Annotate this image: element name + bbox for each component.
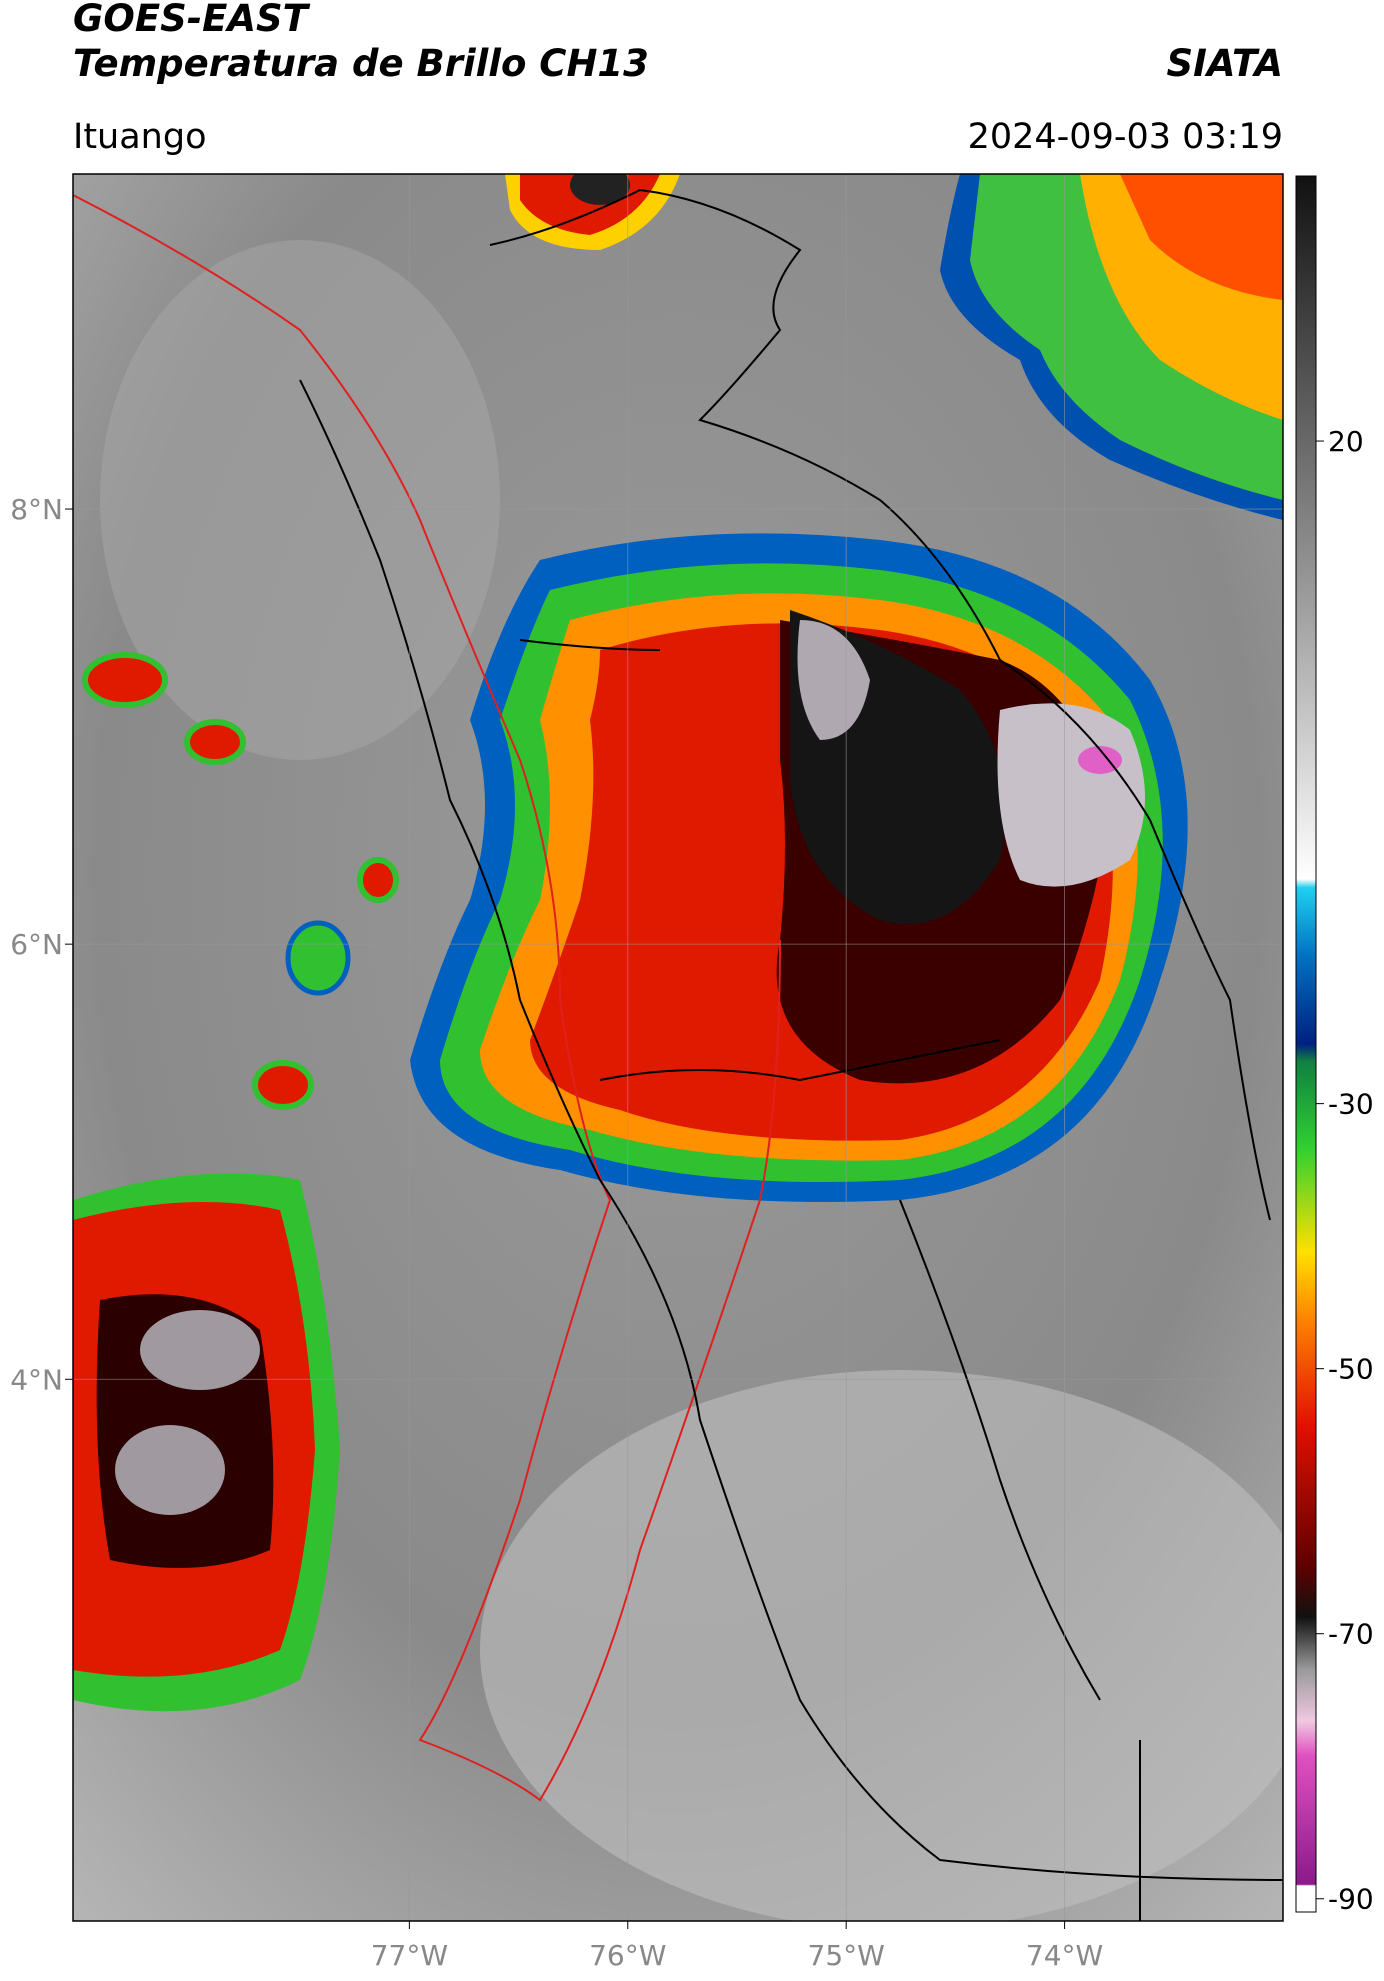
colorbar-tick-label: -30 [1328,1088,1374,1121]
colorbar-ticks: 20 -30 -50 -70 -90 [1316,425,1374,1916]
satellite-image [73,174,1283,1921]
colorbar-tick-label: -70 [1328,1618,1374,1651]
map-frame [72,173,1284,1922]
y-tick-label: 4°N [10,1363,63,1396]
timestamp: 2024-09-03 03:19 [968,117,1283,157]
map-axes: 77°W 76°W 75°W 74°W 8°N 6°N 4°N [10,493,1103,1972]
colorbar-tick-label: -90 [1328,1883,1374,1916]
organization: SIATA [1166,42,1283,85]
x-tick-label: 75°W [808,1939,885,1972]
y-tick-label: 8°N [10,493,63,526]
colorbar-tick-label: -50 [1328,1353,1374,1386]
location: Ituango [73,117,207,157]
graticule [73,174,1283,1921]
x-tick-label: 77°W [371,1939,448,1972]
x-tick-label: 76°W [589,1939,666,1972]
y-tick-label: 6°N [10,928,63,961]
x-tick-label: 74°W [1026,1939,1103,1972]
title: GOES-EAST [73,0,311,40]
colorbar-tick-label: 20 [1328,425,1364,458]
subtitle: Temperatura de Brillo CH13 [73,42,649,85]
colorbar [1295,175,1317,1913]
